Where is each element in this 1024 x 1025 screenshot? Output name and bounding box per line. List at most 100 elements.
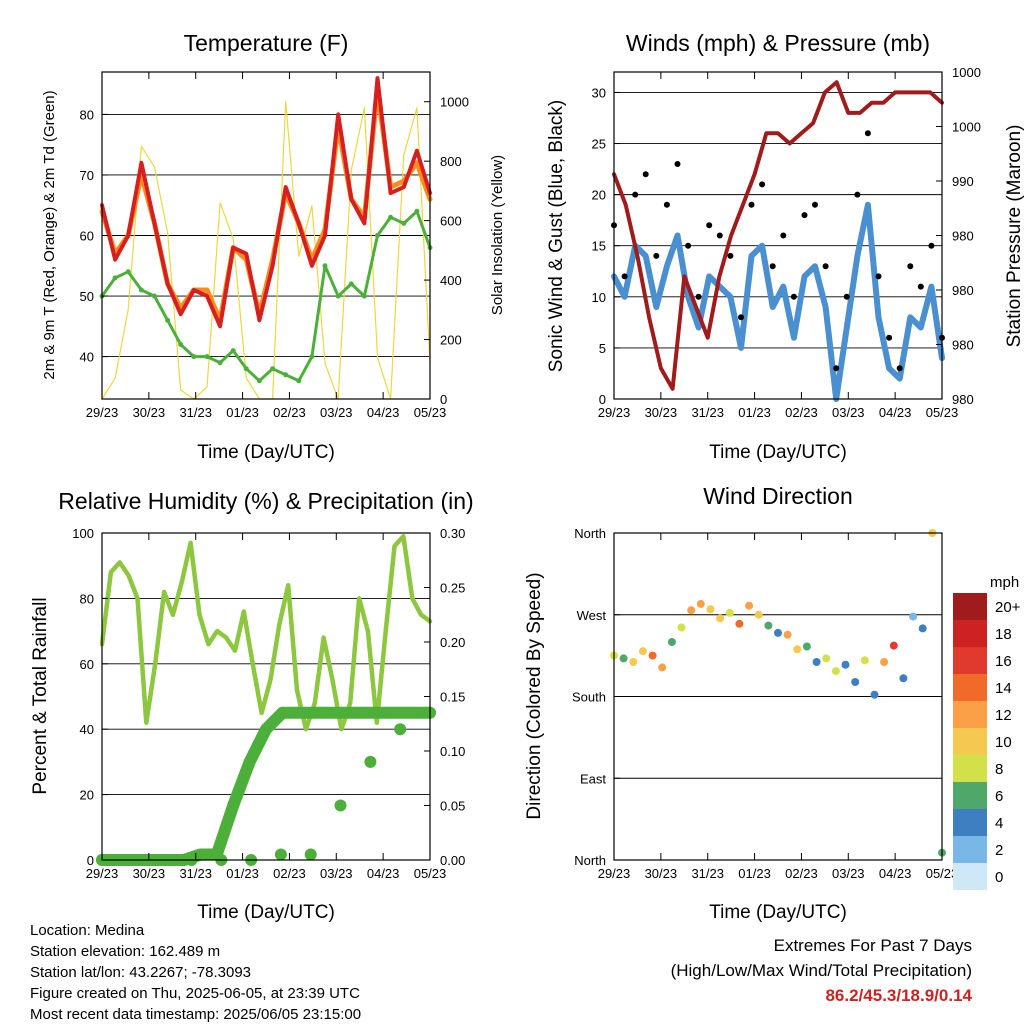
direction-point	[706, 605, 715, 614]
legend-label: 6	[995, 788, 1003, 805]
direction-point	[889, 641, 898, 650]
gust-point	[886, 334, 893, 341]
dewpoint-point	[152, 293, 157, 299]
x-tick-label: 30/23	[133, 405, 166, 420]
dewpoint-point	[414, 208, 420, 214]
y-tick-label: 0.15	[440, 690, 465, 705]
humidity-line	[99, 534, 433, 732]
gust-point	[907, 263, 914, 270]
dewpoint-point	[335, 293, 341, 299]
insolation-line	[101, 101, 431, 400]
direction-point	[899, 674, 908, 683]
temperature-xlabel: Time (Day/UTC)	[197, 442, 335, 463]
winds-grid	[614, 91, 942, 400]
gust-point	[843, 293, 850, 300]
winds-panel: Winds (mph) & Pressure (mb) 29/23 30/23 31…	[546, 30, 1024, 463]
direction-point	[793, 645, 802, 654]
dewpoint-point	[322, 263, 328, 269]
y-tick-label: 0	[440, 392, 447, 407]
x-tick-label: 31/23	[691, 405, 724, 420]
pressure-line	[612, 80, 944, 391]
dewpoint-point	[348, 281, 354, 287]
precip-point	[394, 723, 407, 736]
extremes-values: 86.2/45.3/18.9/0.14	[825, 986, 972, 1005]
dewpoint-line	[100, 209, 432, 383]
direction-point	[783, 630, 792, 639]
direction-point	[725, 608, 734, 617]
gust-point	[642, 171, 649, 178]
direction-point	[860, 656, 869, 665]
legend-label: 16	[995, 653, 1012, 670]
y-tick-label: 5	[599, 341, 606, 356]
x-tick-label: 30/23	[133, 866, 166, 881]
humidity-xlabel: Time (Day/UTC)	[197, 902, 335, 923]
legend-label: 18	[995, 626, 1012, 643]
legend-swatch	[953, 863, 987, 890]
x-tick-label: 29/23	[86, 866, 119, 881]
direction-point	[812, 658, 821, 666]
gust-point	[769, 263, 776, 270]
wind-direction-grid	[614, 532, 942, 861]
y-tick-label: 0.25	[440, 581, 465, 596]
gust-point	[812, 201, 818, 208]
y-tick-label: 800	[440, 154, 462, 169]
temperature-y2-ticks: 0 200 400 600 800 1000	[424, 95, 469, 407]
precip-point	[304, 848, 317, 861]
x-tick-label: 02/23	[785, 405, 818, 420]
winds-marks	[611, 80, 945, 402]
recent-timestamp: Most recent data timestamp: 2025/06/05 2…	[30, 1006, 362, 1023]
direction-point	[774, 628, 782, 637]
gust-point	[801, 212, 808, 219]
dewpoint-point	[309, 354, 315, 360]
humidity-x-ticks: 29/23 30/23 31/23 01/23 02/23 03/23 04/23 05/23	[86, 533, 446, 881]
x-tick-label: 29/23	[598, 866, 631, 881]
direction-point	[629, 658, 638, 666]
y-tick-label: 20	[80, 788, 94, 803]
dewpoint-point	[270, 366, 276, 372]
direction-point	[831, 667, 840, 676]
x-tick-label: 30/23	[645, 405, 678, 420]
x-tick-label: 02/23	[273, 866, 306, 881]
y-tick-label: 20	[592, 188, 606, 203]
dewpoint-point	[256, 378, 262, 384]
x-tick-label: 01/23	[738, 866, 771, 881]
direction-point	[658, 663, 667, 672]
direction-point	[764, 621, 773, 630]
y-tick-label: 100	[72, 526, 94, 541]
x-tick-label: 01/23	[226, 866, 259, 881]
y-tick-label: 25	[592, 137, 606, 152]
y-tick-label: 600	[440, 214, 462, 229]
dewpoint-point	[283, 372, 289, 378]
precip-point	[364, 755, 377, 768]
legend-label: 0	[995, 869, 1003, 886]
direction-point	[667, 638, 676, 646]
direction-point	[638, 647, 647, 656]
wind-direction-ylabel: Direction (Colored By Speed)	[524, 572, 545, 819]
station-location: Location: Medina	[30, 922, 145, 939]
x-tick-label: 01/23	[226, 405, 259, 420]
humidity-marks	[96, 534, 436, 866]
y-tick-label: 0	[87, 853, 94, 868]
humidity-y-ticks: 0 20 40 60 80 100	[72, 526, 108, 868]
gust-point	[917, 283, 924, 290]
legend-label: 4	[995, 815, 1003, 832]
y-tick-label: 40	[80, 722, 94, 737]
direction-point	[870, 690, 879, 699]
precip-point	[334, 799, 347, 812]
y-tick-label: 0.30	[440, 526, 465, 541]
wind-direction-marks	[610, 529, 946, 857]
gust-point	[759, 181, 766, 188]
dewpoint-point	[217, 360, 223, 366]
y-tick-label: 1000	[952, 65, 981, 80]
wind-direction-panel: Wind Direction 29/23 30/23 31/23 01/23 02/23…	[524, 483, 1021, 923]
wind-direction-xlabel: Time (Day/UTC)	[709, 902, 847, 923]
y-tick-label: 60	[80, 229, 94, 244]
x-tick-label: 29/23	[598, 405, 631, 420]
winds-title: Winds (mph) & Pressure (mb)	[626, 30, 930, 56]
humidity-panel: Relative Humidity (%) & Precipitation (i…	[30, 488, 474, 923]
direction-point	[716, 614, 725, 623]
temperature-grid	[102, 113, 430, 358]
station-elevation: Station elevation: 162.489 m	[30, 943, 221, 960]
y-tick-label: 0	[599, 392, 606, 407]
